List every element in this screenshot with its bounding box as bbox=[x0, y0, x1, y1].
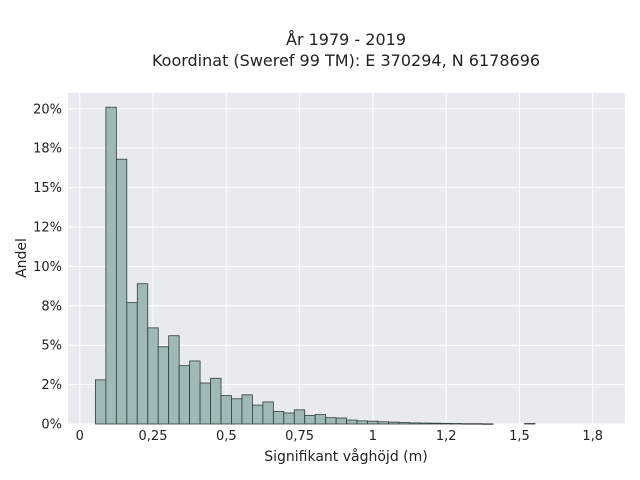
histogram-bar bbox=[189, 360, 201, 425]
histogram-bar bbox=[461, 423, 473, 425]
histogram-bar bbox=[157, 346, 170, 425]
histogram-bar bbox=[408, 422, 421, 425]
histogram-bar bbox=[136, 283, 149, 425]
histogram-bar bbox=[272, 410, 285, 425]
y-tick-labels: 0% 2% 5% 8% 10% 12% 15% 18% 20% bbox=[33, 102, 62, 432]
histogram-bar bbox=[377, 421, 389, 425]
chart-subtitle: Koordinat (Sweref 99 TM): E 370294, N 61… bbox=[152, 51, 540, 70]
y-tick-label: 5% bbox=[41, 339, 62, 354]
histogram-bar bbox=[210, 377, 222, 425]
histogram-bar bbox=[367, 420, 379, 425]
histogram-bar bbox=[147, 327, 159, 425]
y-tick-label: 2% bbox=[41, 378, 62, 393]
histogram-bar bbox=[482, 423, 494, 425]
histogram-bar bbox=[199, 382, 211, 425]
histogram-bars bbox=[95, 106, 536, 425]
y-tick-label: 18% bbox=[33, 142, 62, 157]
histogram-bar bbox=[314, 414, 327, 425]
histogram-bar bbox=[293, 409, 306, 425]
histogram-bar bbox=[398, 422, 410, 425]
histogram-bar bbox=[450, 423, 463, 425]
histogram-bar bbox=[126, 302, 138, 425]
histogram-bar bbox=[115, 158, 128, 425]
y-tick-label: 8% bbox=[41, 299, 62, 314]
histogram-bar bbox=[231, 398, 243, 425]
histogram-bar bbox=[95, 379, 107, 425]
histogram-bar bbox=[388, 421, 400, 425]
histogram-bar bbox=[429, 422, 442, 425]
histogram-bar bbox=[262, 401, 274, 425]
histogram-bar bbox=[419, 422, 431, 425]
histogram-bar bbox=[325, 417, 337, 425]
x-tick-label: 0,5 bbox=[216, 429, 237, 444]
histogram-bar bbox=[168, 335, 180, 425]
y-axis-label: Andel bbox=[14, 238, 30, 278]
chart-title: År 1979 - 2019 bbox=[286, 30, 406, 49]
x-tick-label: 1,5 bbox=[509, 429, 530, 444]
x-tick-label: 1 bbox=[369, 429, 377, 444]
y-tick-label: 15% bbox=[33, 181, 62, 196]
histogram-bar bbox=[178, 365, 191, 425]
histogram-bar bbox=[356, 420, 368, 425]
histogram-bar bbox=[220, 395, 232, 425]
x-tick-labels: 0 0,25 0,5 0,75 1 1,2 1,5 1,8 bbox=[76, 429, 604, 444]
histogram-bar bbox=[335, 417, 348, 425]
histogram-bar bbox=[471, 423, 484, 425]
histogram-bar bbox=[105, 106, 117, 425]
y-tick-label: 10% bbox=[33, 260, 62, 275]
histogram-bar bbox=[304, 414, 316, 425]
x-tick-label: 0 bbox=[76, 429, 84, 444]
x-axis-label: Signifikant våghöjd (m) bbox=[264, 448, 427, 465]
histogram-bar bbox=[241, 394, 253, 425]
x-tick-label: 1,2 bbox=[436, 429, 457, 444]
x-tick-label: 1,8 bbox=[582, 429, 603, 444]
histogram-bar bbox=[524, 423, 536, 425]
x-tick-label: 0,75 bbox=[285, 429, 314, 444]
y-tick-label: 12% bbox=[33, 220, 62, 235]
x-tick-label: 0,25 bbox=[139, 429, 168, 444]
y-tick-label: 20% bbox=[33, 102, 62, 117]
histogram-bar bbox=[252, 404, 264, 425]
histogram-bar bbox=[283, 412, 295, 425]
y-tick-label: 0% bbox=[41, 418, 62, 433]
histogram-bar bbox=[440, 422, 452, 425]
histogram-bar bbox=[346, 419, 358, 425]
